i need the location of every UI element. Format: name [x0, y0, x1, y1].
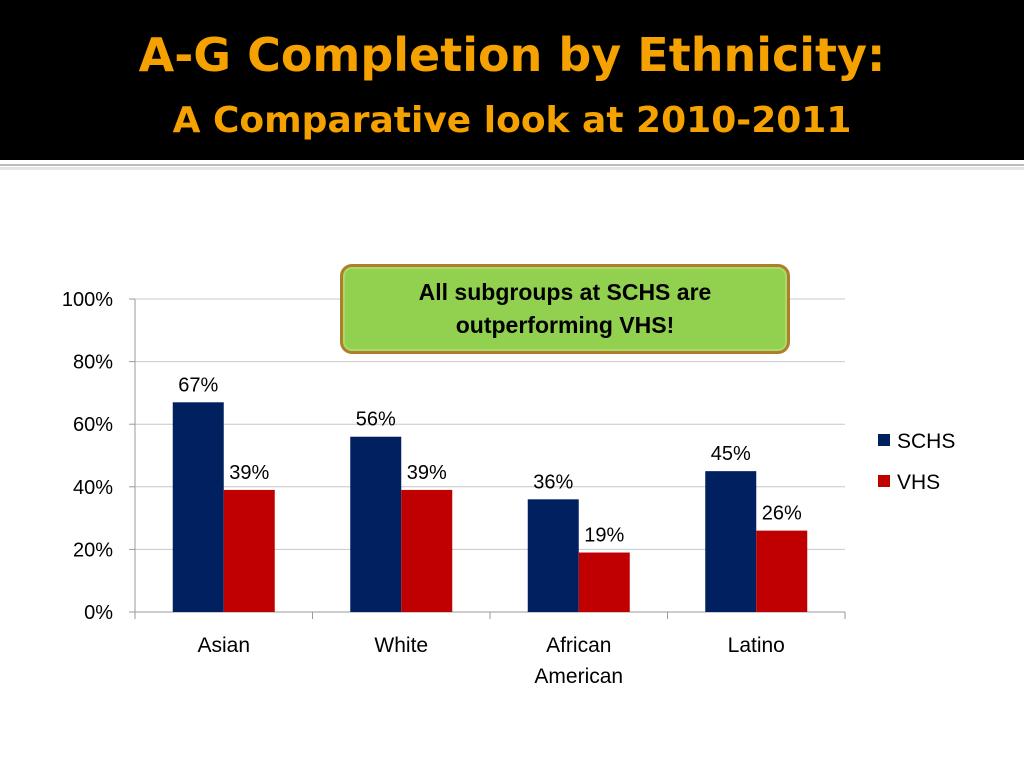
- legend-label: SCHS: [897, 430, 955, 453]
- bar-vhs: [401, 489, 453, 612]
- y-tick-label: 0%: [84, 602, 113, 624]
- bar-vhs: [223, 489, 275, 612]
- x-tick-label: Latino: [728, 634, 785, 657]
- bar-schs: [705, 471, 757, 612]
- y-tick-label: 80%: [73, 352, 113, 374]
- data-label: 67%: [178, 374, 218, 396]
- slide-subtitle: A Comparative look at 2010-2011: [172, 100, 852, 141]
- divider-line-shadow: [0, 167, 1024, 170]
- data-label: 39%: [407, 462, 447, 484]
- y-tick-label: 60%: [73, 414, 113, 436]
- bar-schs: [527, 499, 579, 612]
- x-tick-label: Asian: [197, 634, 250, 657]
- bar-vhs: [578, 552, 630, 612]
- bar-vhs: [756, 530, 808, 612]
- y-tick-label: 100%: [62, 289, 113, 311]
- legend-swatch-schs: [878, 434, 890, 446]
- x-tick-label: White: [374, 634, 428, 657]
- data-label: 56%: [356, 409, 396, 431]
- y-tick-label: 40%: [73, 477, 113, 499]
- x-tick-label: American: [534, 665, 623, 688]
- bar-schs: [350, 436, 402, 612]
- title-bar: A-G Completion by Ethnicity: A Comparati…: [0, 0, 1024, 160]
- data-label: 45%: [711, 443, 751, 465]
- data-label: 19%: [584, 525, 624, 547]
- x-tick-label: African: [546, 634, 611, 657]
- legend-swatch-vhs: [878, 475, 890, 487]
- bar-schs: [172, 402, 224, 612]
- data-label: 39%: [229, 462, 269, 484]
- divider-line: [0, 164, 1024, 166]
- data-label: 26%: [762, 503, 802, 525]
- data-label: 36%: [533, 471, 573, 493]
- legend-label: VHS: [897, 471, 940, 494]
- callout-box: All subgroups at SCHS are outperforming …: [340, 264, 790, 354]
- slide-title: A-G Completion by Ethnicity:: [138, 28, 886, 82]
- callout-text: All subgroups at SCHS are outperforming …: [418, 279, 712, 338]
- y-tick-label: 20%: [73, 539, 113, 561]
